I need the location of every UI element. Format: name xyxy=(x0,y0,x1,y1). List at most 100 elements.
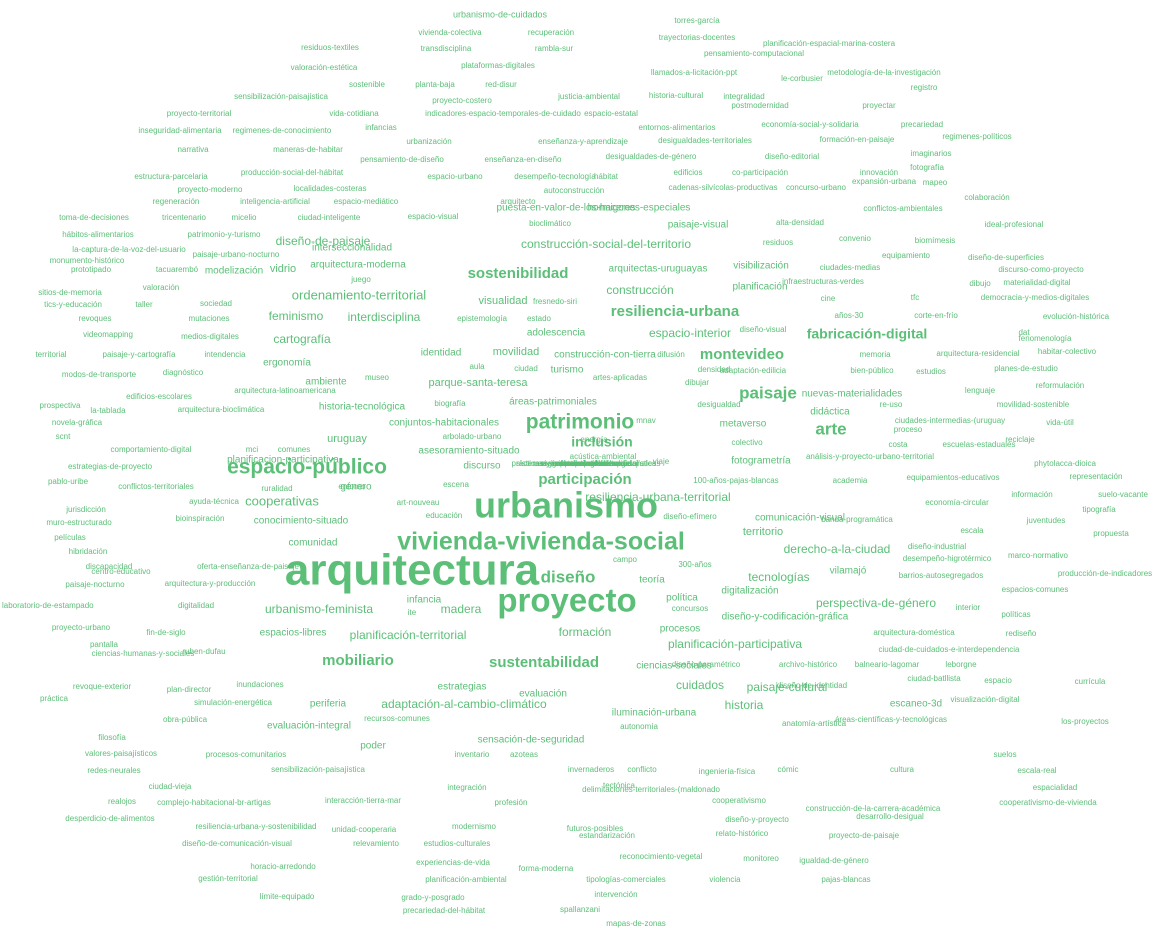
word-310: ruben-dufau xyxy=(182,647,225,656)
word-233: arquitectura-bioclimática xyxy=(178,405,265,414)
word-11: montevideo xyxy=(700,346,784,363)
word-141: espacio-urbano xyxy=(427,172,483,181)
word-371: experiencias-de-vida xyxy=(416,858,490,867)
word-255: viaje xyxy=(653,457,670,466)
word-387: gubernamentalidad xyxy=(552,459,621,468)
word-367: estandarización xyxy=(579,831,635,840)
word-286: discapacidad xyxy=(86,562,133,571)
word-297: digitalidad xyxy=(178,601,214,610)
word-373: reconocimiento-vegetal xyxy=(620,852,703,861)
word-287: oferta-enseñanza-de-paisaje xyxy=(197,562,299,571)
word-168: hábitos-alimentarios xyxy=(62,230,134,239)
word-303: proyecto-urbano xyxy=(52,623,111,632)
word-110: sensibilización-paisajística xyxy=(234,92,328,101)
word-342: cómic xyxy=(778,765,799,774)
word-251: costa xyxy=(888,440,908,449)
word-276: educación xyxy=(426,511,462,520)
word-114: integralidad xyxy=(723,92,764,101)
word-69: comunicación-visual xyxy=(755,513,845,524)
word-175: monumento-histórico xyxy=(50,256,125,265)
word-32: perspectiva-de-género xyxy=(816,596,936,610)
word-316: plan-director xyxy=(167,685,212,694)
word-74: ciencias-sociales xyxy=(636,661,712,672)
word-261: entorno xyxy=(338,482,366,491)
word-22: cartografía xyxy=(273,332,331,346)
word-130: desigualdades-territoriales xyxy=(658,136,752,145)
word-80: construcción-con-tierra xyxy=(554,350,656,361)
word-345: ciudad-vieja xyxy=(149,782,192,791)
word-254: acústica-ambiental xyxy=(570,452,637,461)
word-161: tricentenario xyxy=(162,213,207,222)
word-217: aula xyxy=(469,362,485,371)
word-268: art-nouveau xyxy=(397,498,440,507)
word-111: proyecto-costero xyxy=(432,96,492,105)
word-199: estado xyxy=(527,314,552,323)
word-366: estudios-culturales xyxy=(424,839,491,848)
word-166: alta-densidad xyxy=(776,218,824,227)
word-64: ergonomía xyxy=(263,358,311,369)
word-358: resiliencia-urbana-y-sostenibilidad xyxy=(196,822,317,831)
word-336: suelos xyxy=(993,750,1016,759)
word-178: diseño-de-superficies xyxy=(968,253,1044,262)
word-59: iluminación-urbana xyxy=(612,708,697,719)
word-95: trayectorias-docentes xyxy=(659,33,735,42)
word-267: ayuda-técnica xyxy=(189,497,239,506)
word-96: residuos-textiles xyxy=(301,43,359,52)
word-140: producción-social-del-hábitat xyxy=(241,168,344,177)
word-167: conflictos-ambientales xyxy=(863,204,942,213)
word-86: género xyxy=(340,482,372,493)
word-265: equipamientos-educativos xyxy=(907,473,1000,482)
word-213: arquitectura-residencial xyxy=(936,349,1019,358)
word-260: ruralidad xyxy=(261,484,292,493)
word-252: escuelas-estaduales xyxy=(943,440,1016,449)
word-182: ciudades-medias xyxy=(820,263,880,272)
word-87: política xyxy=(666,593,698,604)
word-82: adolescencia xyxy=(527,328,586,339)
word-270: información xyxy=(1011,490,1052,499)
word-171: la-captura-de-la-voz-del-usuario xyxy=(72,245,186,254)
word-185: valoración xyxy=(143,283,179,292)
word-394: recursos-urbanos xyxy=(555,459,617,468)
word-37: paisaje-cultural xyxy=(747,680,828,694)
word-177: equipamiento xyxy=(882,251,931,260)
word-204: medios-digitales xyxy=(181,332,239,341)
word-266: representación xyxy=(1070,472,1123,481)
word-362: diseño-y-proyecto xyxy=(725,815,789,824)
word-195: democracia-y-medios-digitales xyxy=(981,293,1089,302)
word-39: vidrio xyxy=(270,263,296,275)
word-340: conflicto xyxy=(627,765,657,774)
word-249: energía xyxy=(580,435,608,444)
word-44: parque-santa-teresa xyxy=(428,377,528,389)
word-330: áreas-científicas-y-tecnológicas xyxy=(835,715,947,724)
word-241: vida-útil xyxy=(1046,418,1074,427)
word-28: planificación-participativa xyxy=(668,637,802,651)
word-157: espacio-mediático xyxy=(334,197,399,206)
word-67: metaverso xyxy=(720,419,767,430)
word-272: jurisdicción xyxy=(65,505,106,514)
word-27: planificación-territorial xyxy=(350,628,467,642)
word-57: escaneo-3d xyxy=(890,699,942,710)
word-295: producción-de-indicadores xyxy=(1058,569,1152,578)
word-7: diseño xyxy=(541,567,596,586)
word-372: forma-moderna xyxy=(519,864,574,873)
word-106: planta-baja xyxy=(415,80,455,89)
word-341: ingeniería-física xyxy=(699,767,756,776)
word-191: sociedad xyxy=(200,299,232,308)
word-398: uso-y-reconocimiento-vegetal xyxy=(534,459,639,468)
word-3: vivienda-vivienda-social xyxy=(397,528,685,556)
word-317: inundaciones xyxy=(236,680,283,689)
word-142: desempeño-tecnología xyxy=(514,172,596,181)
word-269: economía-circular xyxy=(925,498,989,507)
word-139: estructura-parcelaria xyxy=(134,172,208,181)
word-77: poder xyxy=(360,741,386,752)
word-292: paisaje-nocturno xyxy=(65,580,125,589)
word-180: tacuarembó xyxy=(156,265,199,274)
word-51: asesoramiento-situado xyxy=(418,446,520,457)
word-258: pablo-uribe xyxy=(48,477,89,486)
word-31: tecnologías xyxy=(748,570,809,584)
word-181: juego xyxy=(350,275,371,284)
word-14: resiliencia-urbana xyxy=(611,303,740,320)
word-46: didáctica xyxy=(810,407,850,418)
word-160: toma-de-decisiones xyxy=(59,213,129,222)
